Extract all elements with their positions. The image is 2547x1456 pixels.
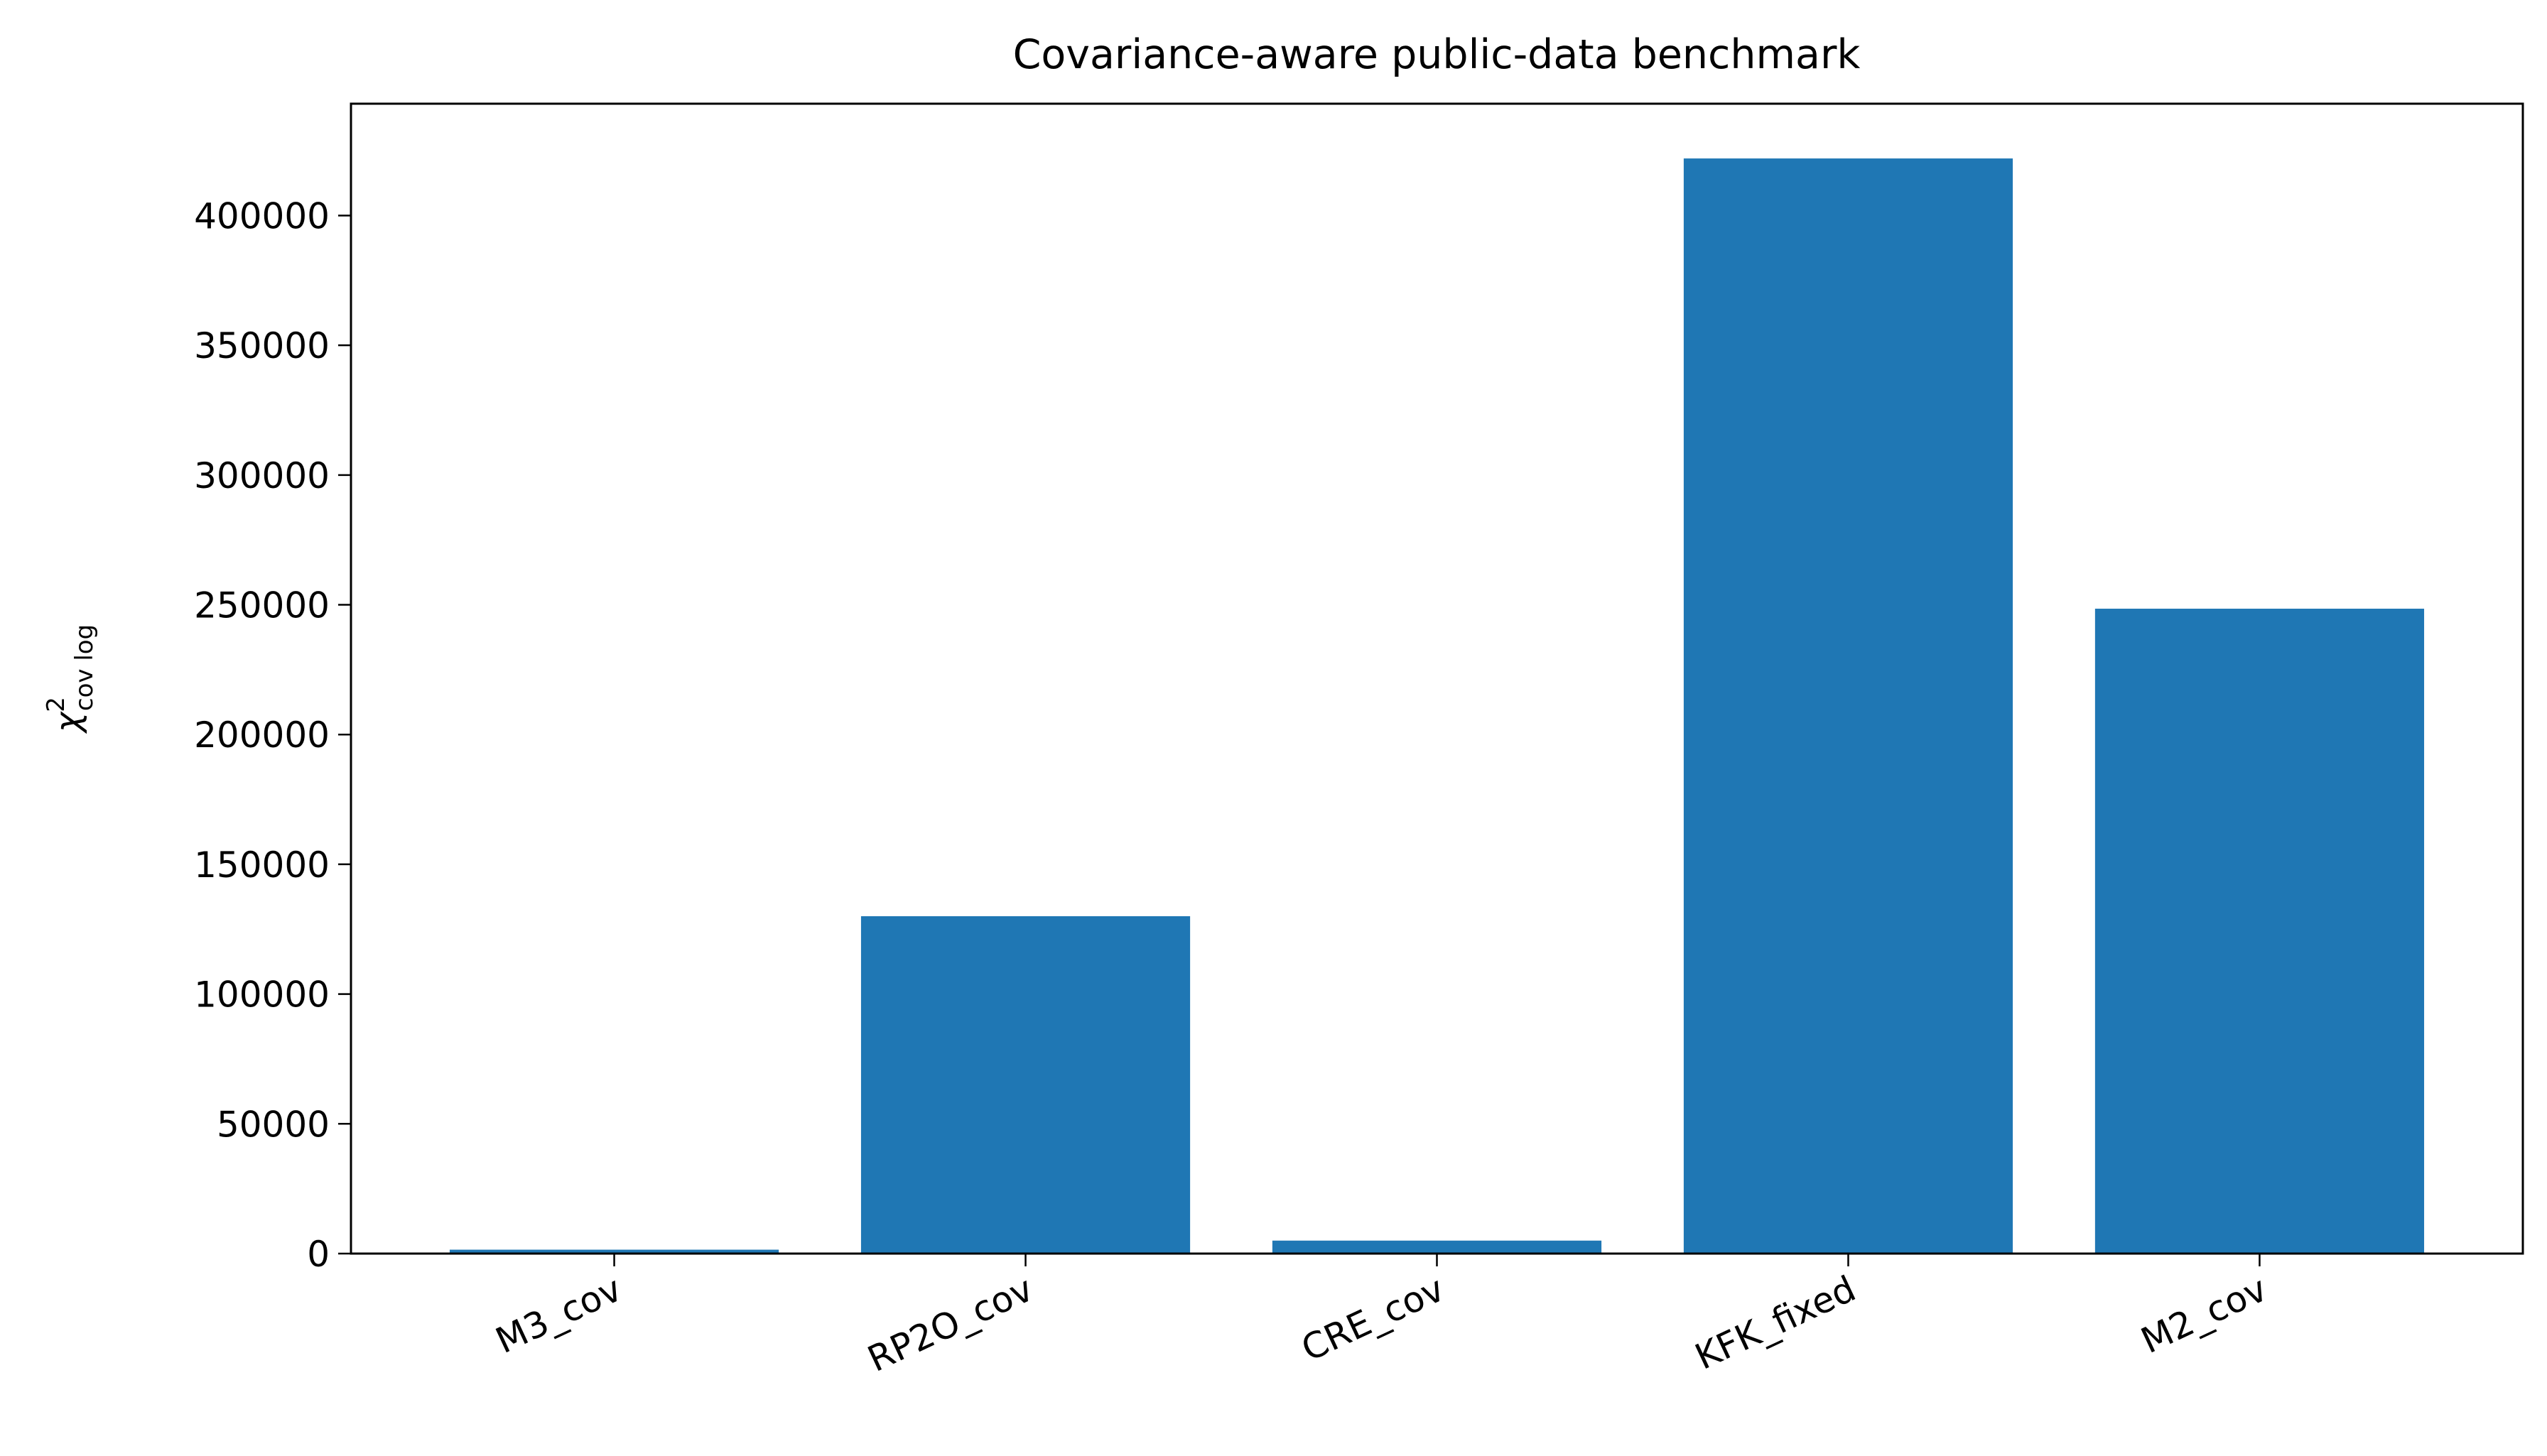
bar bbox=[1683, 158, 2013, 1254]
y-label-sup: 2 bbox=[42, 697, 70, 712]
y-tick-label: 350000 bbox=[194, 325, 330, 366]
x-tick-label: RP2O_cov bbox=[862, 1268, 1039, 1380]
y-tick-label: 150000 bbox=[194, 844, 330, 886]
y-label-sub: cov log bbox=[70, 624, 99, 711]
bar bbox=[2094, 609, 2425, 1254]
y-tick-label: 0 bbox=[307, 1234, 330, 1275]
y-tick-label: 400000 bbox=[194, 195, 330, 237]
y-tick-label: 100000 bbox=[194, 974, 330, 1016]
bar bbox=[1272, 1240, 1602, 1254]
plot-frame bbox=[350, 102, 2524, 1255]
x-tick-label: CRE_cov bbox=[1295, 1268, 1450, 1369]
bar bbox=[449, 1249, 779, 1254]
x-tick-label: M3_cov bbox=[490, 1268, 628, 1362]
y-tick-label: 300000 bbox=[194, 455, 330, 496]
bar bbox=[860, 916, 1191, 1254]
chart-title: Covariance-aware public-data benchmark bbox=[1013, 31, 1861, 78]
x-tick-label: M2_cov bbox=[2135, 1268, 2273, 1362]
y-tick-label: 250000 bbox=[194, 585, 330, 626]
x-tick-label: KFK_fixed bbox=[1689, 1268, 1861, 1378]
y-tick-label: 200000 bbox=[194, 715, 330, 756]
y-tick-label: 50000 bbox=[217, 1104, 330, 1145]
y-axis-label: χ2cov log bbox=[42, 624, 99, 734]
y-label-base: χ bbox=[48, 711, 88, 734]
